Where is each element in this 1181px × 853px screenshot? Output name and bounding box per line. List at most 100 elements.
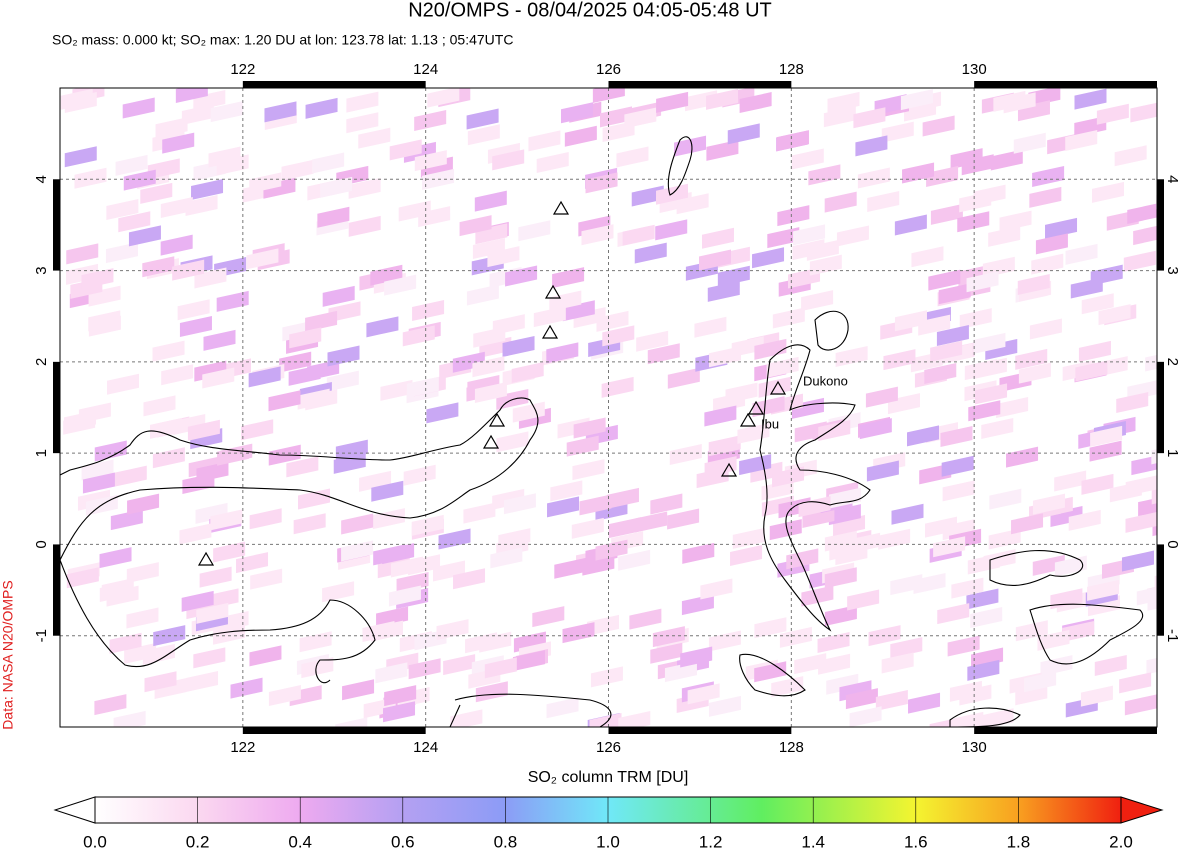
so2-pixel xyxy=(213,541,246,563)
so2-pixel xyxy=(924,362,957,384)
so2-pixel xyxy=(973,332,1006,354)
volcano-label: Ibu xyxy=(761,416,779,431)
so2-pixel xyxy=(142,256,175,278)
so2-pixel xyxy=(99,547,132,569)
so2-pixel xyxy=(327,345,360,367)
coastline xyxy=(449,693,612,727)
so2-pixel xyxy=(301,657,334,679)
so2-pixel xyxy=(867,191,900,213)
so2-pixel xyxy=(341,513,374,535)
so2-pixel xyxy=(664,661,697,683)
so2-pixel xyxy=(618,549,651,571)
so2-pixel xyxy=(981,417,1014,439)
so2-pixel xyxy=(875,689,908,711)
so2-pixel xyxy=(533,306,566,328)
x-tick-label: 130 xyxy=(962,61,987,78)
x-tick-label: 128 xyxy=(779,61,804,78)
colorbar-tick-label: 1.6 xyxy=(904,832,928,851)
so2-pixel xyxy=(754,617,787,639)
so2-pixel xyxy=(835,346,868,368)
so2-pixel xyxy=(107,373,140,395)
so2-pixel xyxy=(752,396,785,418)
so2-pixel xyxy=(142,643,175,665)
so2-pixel xyxy=(1098,304,1131,326)
so2-pixel xyxy=(143,395,176,417)
so2-pixel xyxy=(484,657,517,679)
so2-pixel xyxy=(463,502,496,524)
volcano-marker xyxy=(197,551,215,566)
so2-pixel xyxy=(1131,455,1157,476)
so2-pixel xyxy=(322,285,355,307)
so2-pixel xyxy=(725,382,758,404)
x-tick-label: 122 xyxy=(230,61,255,78)
volcano-marker xyxy=(488,412,506,427)
coastline xyxy=(814,310,849,351)
so2-pixel xyxy=(1018,362,1051,384)
so2-pixel xyxy=(106,198,139,220)
so2-pixel xyxy=(412,300,445,322)
so2-pixel xyxy=(855,135,888,157)
so2-pixel xyxy=(590,666,623,688)
colorbar-tick-label: 1.0 xyxy=(596,832,620,851)
x-tick-label: 124 xyxy=(413,739,438,756)
so2-pixel xyxy=(110,509,143,531)
so2-pixel xyxy=(942,480,975,502)
so2-pixel xyxy=(959,684,992,706)
so2-pixel xyxy=(289,327,322,349)
volcano-marker xyxy=(720,462,738,477)
so2-pixel xyxy=(179,523,212,545)
so2-pixel xyxy=(616,146,649,168)
so2-pixel xyxy=(384,274,417,296)
so2-pixel xyxy=(975,383,1008,405)
so2-pixel xyxy=(177,299,210,321)
so2-pixel xyxy=(105,242,138,264)
so2-pixel xyxy=(127,493,160,515)
so2-pixel xyxy=(414,109,447,131)
so2-pixel xyxy=(1124,694,1157,716)
so2-pixel xyxy=(808,164,841,186)
so2-pixel xyxy=(305,97,338,119)
so2-pixel xyxy=(241,419,274,441)
so2-pixel xyxy=(1062,621,1095,643)
so2-pixel xyxy=(970,607,1003,629)
colorbar-tick-label: 0.2 xyxy=(186,832,210,851)
so2-pixel xyxy=(573,417,606,439)
so2-pixel xyxy=(191,178,224,200)
so2-pixel xyxy=(550,480,583,502)
so2-pixel xyxy=(213,623,246,645)
so2-pixel xyxy=(81,268,114,290)
so2-pixel xyxy=(845,688,878,710)
so2-pixel xyxy=(346,91,379,113)
so2-pixel xyxy=(1087,579,1120,601)
so2-pixel xyxy=(1024,671,1057,693)
so2-pixel xyxy=(160,196,193,218)
so2-pixel xyxy=(894,310,927,332)
so2-pixel xyxy=(512,401,545,423)
so2-pixel xyxy=(140,182,173,204)
so2-pixel xyxy=(894,214,927,236)
so2-pixel xyxy=(1080,685,1113,707)
y-tick-label: 3 xyxy=(1164,266,1181,274)
so2-pixel xyxy=(199,566,232,588)
so2-pixel xyxy=(1003,92,1036,114)
volcano-marker xyxy=(739,412,757,427)
so2-pixel xyxy=(930,340,963,362)
coastline xyxy=(667,136,693,196)
so2-pixel xyxy=(936,325,969,347)
so2-pixel xyxy=(532,606,565,628)
so2-pixel xyxy=(210,509,243,531)
so2-pixel xyxy=(160,234,193,256)
so2-pixel xyxy=(631,185,664,207)
so2-pixel xyxy=(982,256,1015,278)
so2-pixel xyxy=(152,340,185,362)
so2-pixel xyxy=(989,488,1022,510)
so2-pixel xyxy=(546,342,579,364)
so2-pixel xyxy=(579,494,612,516)
y-tick-label: 1 xyxy=(33,449,50,457)
so2-pixel xyxy=(249,645,282,667)
so2-pixel xyxy=(372,508,405,530)
so2-pixel xyxy=(411,514,444,536)
so2-pixel xyxy=(1130,102,1157,123)
so2-pixel xyxy=(217,444,250,466)
